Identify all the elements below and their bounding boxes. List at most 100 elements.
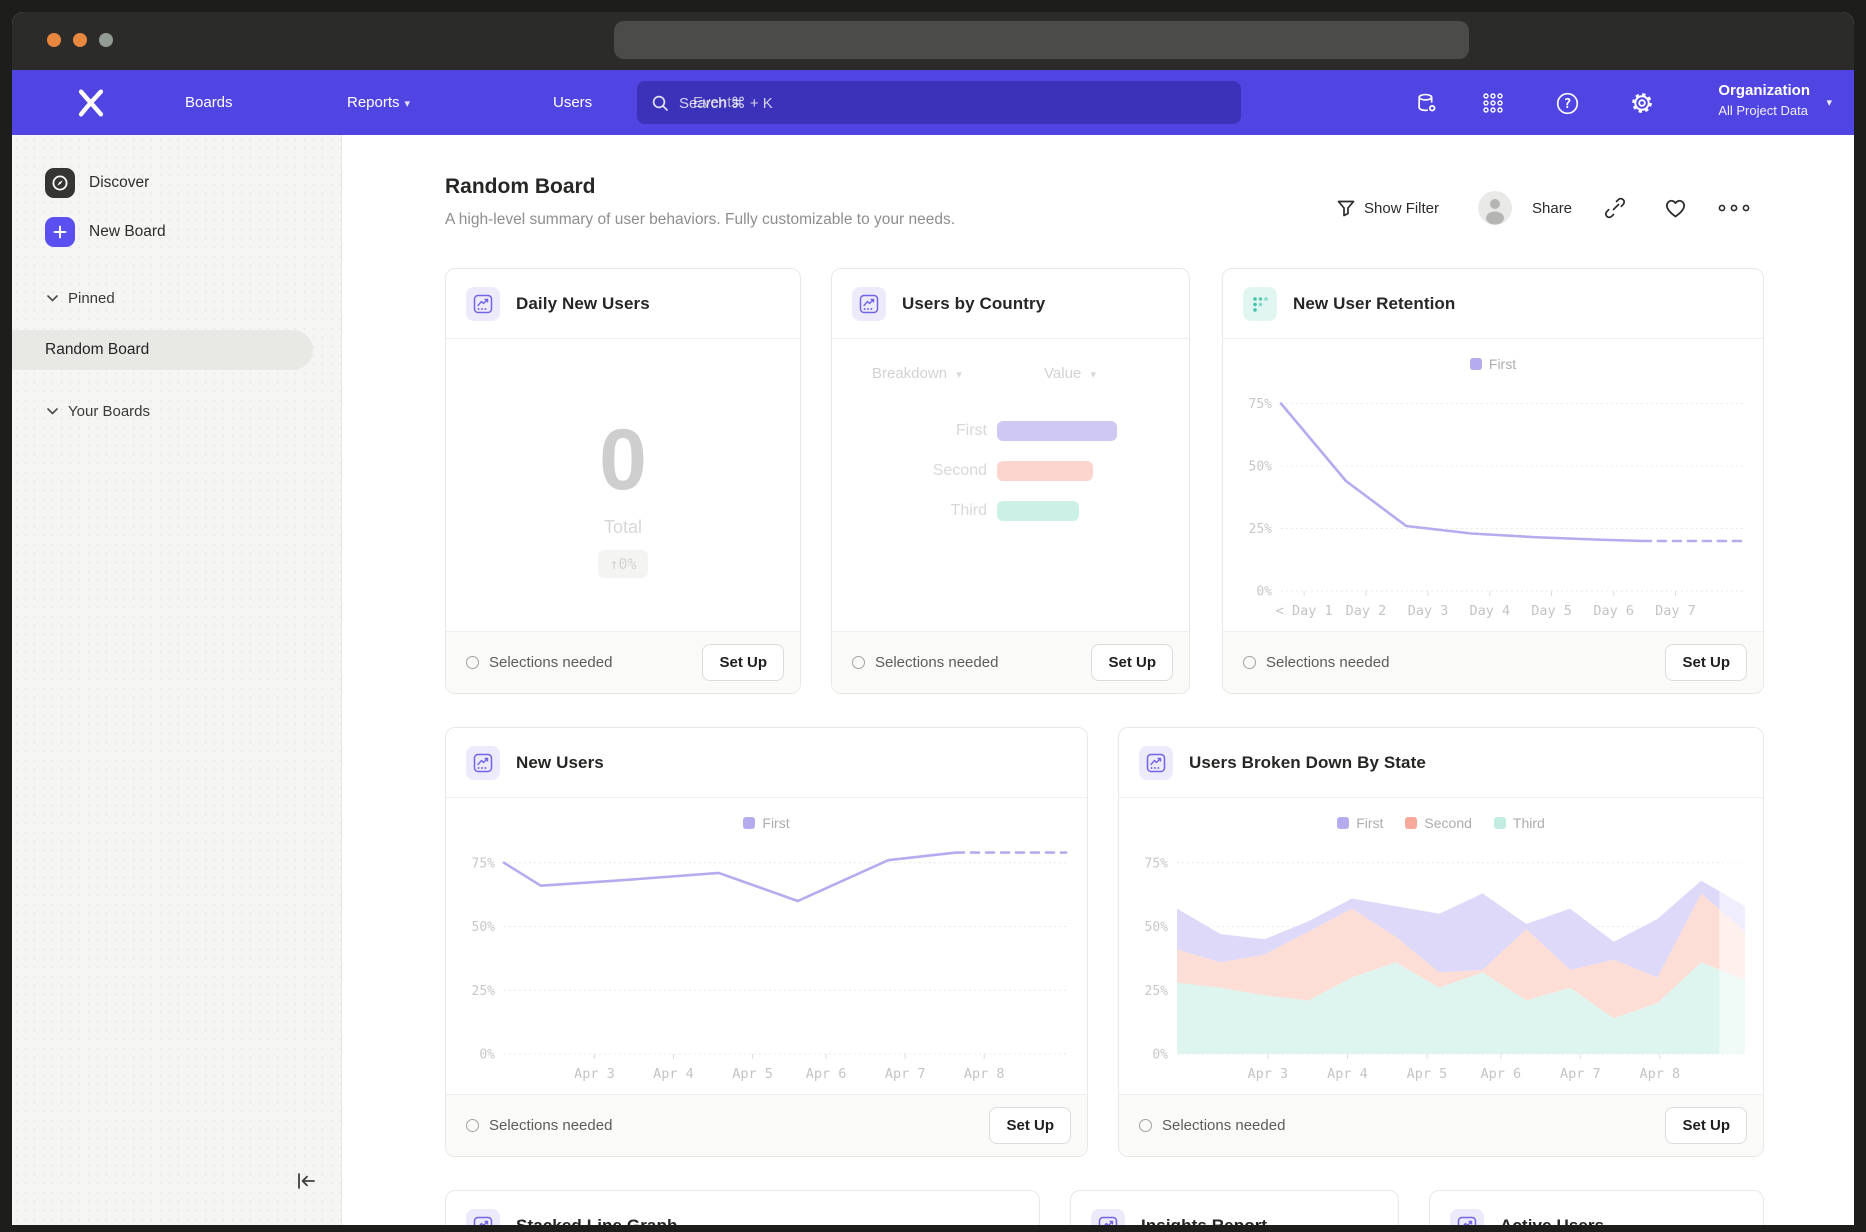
traffic-light-close[interactable] [47,33,61,47]
favorite-button[interactable] [1664,189,1687,227]
card-active-users: Active Users [1429,1190,1764,1225]
chevron-down-icon: ▾ [1090,369,1096,381]
search-icon [652,95,668,111]
card-insights-report: Insights Report [1070,1190,1399,1225]
search-input[interactable]: Search ⌘ + K [637,81,1241,124]
page-title: Random Board [445,175,596,198]
svg-text:Apr 8: Apr 8 [964,1066,1005,1082]
browser-address-bar[interactable] [614,21,1469,59]
card-users-by-state: Users Broken Down By State First Second Th… [1118,727,1764,1157]
retention-line-chart: 75% 50% 25% 0% < Day 1 Day 2 Day 3 Day 4 Day 5 Da… [1249,397,1745,619]
copy-link-button[interactable] [1604,189,1626,227]
filter-funnel-icon [1337,200,1355,216]
svg-text:0%: 0% [1256,585,1272,600]
setup-button[interactable]: Set Up [1091,644,1173,681]
traffic-light-zoom[interactable] [99,33,113,47]
legend-swatch [743,817,756,829]
setup-button[interactable]: Set Up [1665,1107,1747,1144]
legend-item: First [743,815,790,831]
svg-text:Apr 3: Apr 3 [574,1066,615,1082]
setup-button[interactable]: Set Up [989,1107,1071,1144]
plus-icon [45,217,75,247]
nav-item-users[interactable]: Users [553,94,593,111]
insights-chart-icon [852,286,886,321]
chevron-down-icon: ▾ [956,369,962,381]
top-navbar: Boards Reports ▾ Users Events Search ⌘ + … [12,70,1854,135]
app-window: Boards Reports ▾ Users Events Search ⌘ + … [12,12,1854,1225]
legend-label: Second [1424,815,1472,831]
legend-label: First [1488,356,1517,372]
bar-second [997,461,1093,481]
traffic-light-minimize[interactable] [73,33,87,47]
chevron-down-icon [47,295,58,302]
apps-grid-icon[interactable] [1479,89,1507,117]
heart-icon [1665,199,1686,217]
help-icon[interactable]: ? [1553,89,1581,117]
insights-chart-icon [466,286,500,321]
status-text: Selections needed [875,654,999,671]
legend-swatch [1469,358,1482,370]
legend-swatch [1405,817,1418,829]
sidebar-item-new-board[interactable]: New Board [45,217,166,247]
settings-gear-icon[interactable] [1628,89,1656,117]
svg-text:75%: 75% [1145,856,1169,871]
chart-legend: First Second Third [1119,808,1763,838]
svg-text:Day 7: Day 7 [1655,603,1696,619]
svg-text:Apr 5: Apr 5 [1407,1066,1448,1082]
breakdown-dropdown[interactable]: Breakdown ▾ [872,365,962,382]
page-subtitle: A high-level summary of user behaviors. … [445,211,956,228]
legend-label: First [762,815,790,831]
chevron-down-icon: ▾ [404,98,411,110]
sidebar-section-your-boards[interactable]: Your Boards [47,403,150,420]
org-name: Organization [1718,82,1810,99]
status-text: Selections needed [489,1117,613,1134]
nav-item-reports[interactable]: Reports ▾ [347,94,411,111]
sidebar-collapse-button[interactable] [295,1172,317,1195]
card-title: Users Broken Down By State [1189,752,1426,772]
setup-button[interactable]: Set Up [1665,644,1747,681]
card-title: Insights Report [1141,1215,1268,1226]
nav-item-boards[interactable]: Boards [185,94,233,111]
svg-text:Day 2: Day 2 [1346,603,1387,619]
data-management-icon[interactable] [1413,89,1441,117]
svg-text:Apr 5: Apr 5 [732,1066,773,1082]
legend-label: First [1356,815,1384,831]
more-options-button[interactable] [1717,189,1751,227]
share-button[interactable]: Share [1532,199,1573,217]
org-chevron-down-icon: ▾ [1826,97,1832,109]
ellipsis-icon [1718,204,1750,212]
org-project-scope: All Project Data [1718,102,1808,118]
card-title: Users by Country [902,293,1046,313]
legend-item: Second [1405,815,1472,831]
sidebar-section-pinned[interactable]: Pinned [47,290,115,307]
card-new-user-retention: New User Retention First 75% 50% 25% 0% < Da… [1222,268,1764,694]
org-switcher[interactable]: Organization All Project Data [1718,80,1810,121]
svg-text:Apr 6: Apr 6 [806,1066,847,1082]
new-users-line-chart: 75% 50% 25% 0% Apr 3 Apr 4 Apr 5 Apr 6 Apr 7 Apr … [472,851,1069,1082]
value-dropdown[interactable]: Value ▾ [1044,365,1096,382]
status-text: Selections needed [1162,1117,1286,1134]
mixpanel-logo-icon[interactable] [74,86,108,120]
sidebar-item-discover[interactable]: Discover [45,168,149,198]
svg-text:0%: 0% [479,1048,495,1063]
avatar[interactable] [1478,189,1512,227]
show-filter-button[interactable]: Show Filter [1337,189,1439,227]
svg-text:75%: 75% [1249,397,1273,412]
svg-text:Apr 7: Apr 7 [885,1066,926,1082]
card-title: Stacked Line Graph [516,1215,678,1226]
status-text: Selections needed [1266,654,1390,671]
bar-third [997,501,1079,521]
insights-chart-icon [466,1208,500,1225]
svg-text:Day 5: Day 5 [1531,603,1572,619]
svg-text:25%: 25% [1145,984,1169,999]
sidebar-item-random-board[interactable]: Random Board [12,330,313,370]
card-title: New User Retention [1293,293,1456,313]
svg-text:Apr 6: Apr 6 [1480,1066,1521,1082]
svg-text:Apr 7: Apr 7 [1560,1066,1601,1082]
setup-button[interactable]: Set Up [702,644,784,681]
nav-item-events[interactable]: Events [693,94,739,111]
legend-item: Third [1493,815,1545,831]
search-placeholder: Search ⌘ + K [679,94,773,112]
chart-legend: First [1223,349,1763,379]
svg-text:50%: 50% [472,920,496,935]
